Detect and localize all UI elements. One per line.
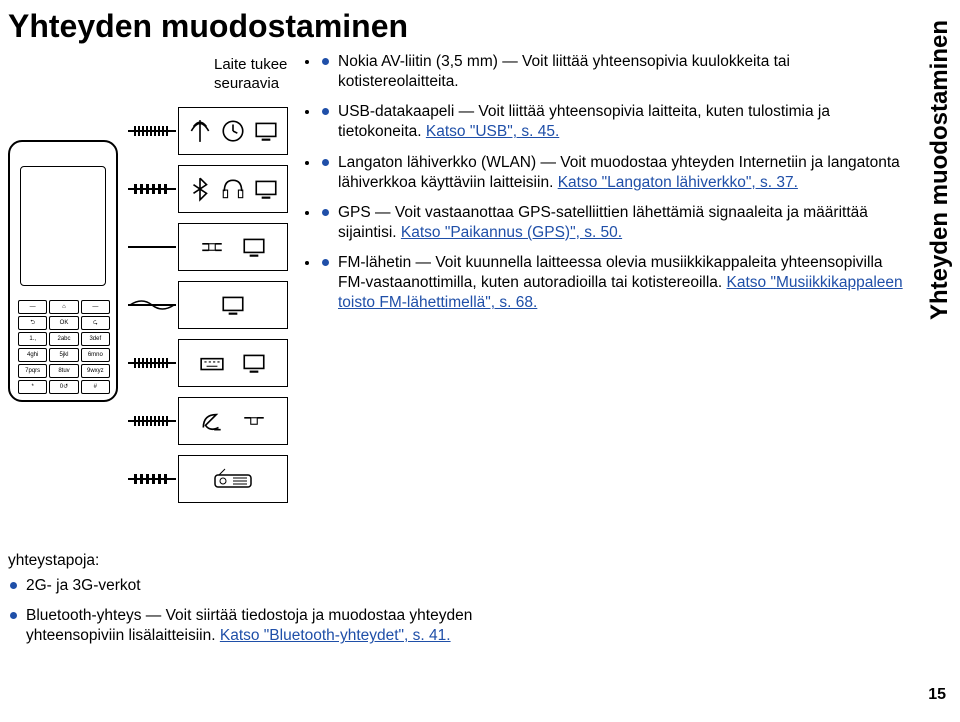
cable-icon <box>128 130 176 132</box>
icon-group <box>178 223 288 271</box>
cross-ref-link[interactable]: Katso "Bluetooth-yhteydet", s. 41. <box>220 627 451 644</box>
key: 0↺ <box>49 380 78 394</box>
list-item: USB-datakaapeli — Voit liittää yhteensop… <box>320 102 910 142</box>
cable-icon <box>128 246 176 248</box>
key: ⌂ <box>49 300 78 314</box>
pc-icon <box>253 118 279 144</box>
key: * <box>18 380 47 394</box>
conn-row <box>128 276 288 334</box>
key: 3def <box>81 332 110 346</box>
conn-row <box>128 334 288 392</box>
list-item: 2G- ja 3G-verkot <box>8 576 568 596</box>
phone-keypad: —⌂— ⮌OK⮎ 1.,2abc3def 4ghi5jkl6mno 7pqrs8… <box>18 300 110 392</box>
list-item: Bluetooth-yhteys — Voit siirtää tiedosto… <box>8 606 568 646</box>
key: 5jkl <box>49 348 78 362</box>
key: 2abc <box>49 332 78 346</box>
key: 6mno <box>81 348 110 362</box>
cross-ref-link[interactable]: Katso "Paikannus (GPS)", s. 50. <box>401 224 622 241</box>
dish-icon <box>199 408 225 434</box>
page-number: 15 <box>928 686 946 704</box>
list-item: Langaton lähiverkko (WLAN) — Voit muodos… <box>320 153 910 193</box>
clock-icon <box>220 118 246 144</box>
icon-group <box>178 455 288 503</box>
key: ⮌ <box>18 316 47 330</box>
lower-section: yhteystapoja: 2G- ja 3G-verkot Bluetooth… <box>8 552 568 656</box>
item-text: Nokia AV-liitin (3,5 mm) — Voit liittää … <box>338 53 790 90</box>
key: 9wxyz <box>81 364 110 378</box>
icon-group <box>178 107 288 155</box>
pc-icon <box>253 176 279 202</box>
conn-row <box>128 102 288 160</box>
key: 8tuv <box>49 364 78 378</box>
icon-group <box>178 165 288 213</box>
bluetooth-icon <box>187 176 213 202</box>
key: 7pqrs <box>18 364 47 378</box>
conn-row <box>128 392 288 450</box>
cable-icon <box>128 362 176 364</box>
pc-icon <box>241 350 267 376</box>
main-bullet-list: Nokia AV-liitin (3,5 mm) — Voit liittää … <box>320 52 910 324</box>
key: 1., <box>18 332 47 346</box>
connection-rows <box>128 102 288 508</box>
list-item: Nokia AV-liitin (3,5 mm) — Voit liittää … <box>320 52 910 92</box>
phone-outline: —⌂— ⮌OK⮎ 1.,2abc3def 4ghi5jkl6mno 7pqrs8… <box>8 140 118 402</box>
key: — <box>18 300 47 314</box>
section-tab-label: Yhteyden muodostaminen <box>926 20 954 320</box>
phone-screen <box>20 166 106 286</box>
list-item: GPS — Voit vastaanottaa GPS-satelliittie… <box>320 203 910 243</box>
radio-icon <box>211 466 255 492</box>
cable-icon <box>128 420 176 422</box>
key: 4ghi <box>18 348 47 362</box>
key: # <box>81 380 110 394</box>
satellite-icon <box>199 234 225 260</box>
cross-ref-link[interactable]: Katso "USB", s. 45. <box>426 123 559 140</box>
pc-icon <box>220 292 246 318</box>
key: OK <box>49 316 78 330</box>
page-title: Yhteyden muodostaminen <box>8 8 408 45</box>
icon-group <box>178 339 288 387</box>
cross-ref-link[interactable]: Katso "Langaton lähiverkko", s. 37. <box>558 174 798 191</box>
antenna-icon <box>187 118 213 144</box>
satellite-icon <box>241 408 267 434</box>
conn-row <box>128 160 288 218</box>
conn-row <box>128 450 288 508</box>
icon-group <box>178 281 288 329</box>
conn-row <box>128 218 288 276</box>
key: — <box>81 300 110 314</box>
key: ⮎ <box>81 316 110 330</box>
item-text: 2G- ja 3G-verkot <box>26 577 141 594</box>
icon-group <box>178 397 288 445</box>
headset-icon <box>220 176 246 202</box>
cable-icon <box>128 304 176 306</box>
pc-icon <box>241 234 267 260</box>
cable-icon <box>128 188 176 190</box>
list-item: FM-lähetin — Voit kuunnella laitteessa o… <box>320 253 910 313</box>
keyboard-icon <box>199 350 225 376</box>
cable-icon <box>128 478 176 480</box>
lower-heading: yhteystapoja: <box>8 552 568 570</box>
connectivity-diagram: —⌂— ⮌OK⮎ 1.,2abc3def 4ghi5jkl6mno 7pqrs8… <box>8 62 308 504</box>
item-text: USB-datakaapeli — Voit liittää yhteensop… <box>338 103 830 140</box>
